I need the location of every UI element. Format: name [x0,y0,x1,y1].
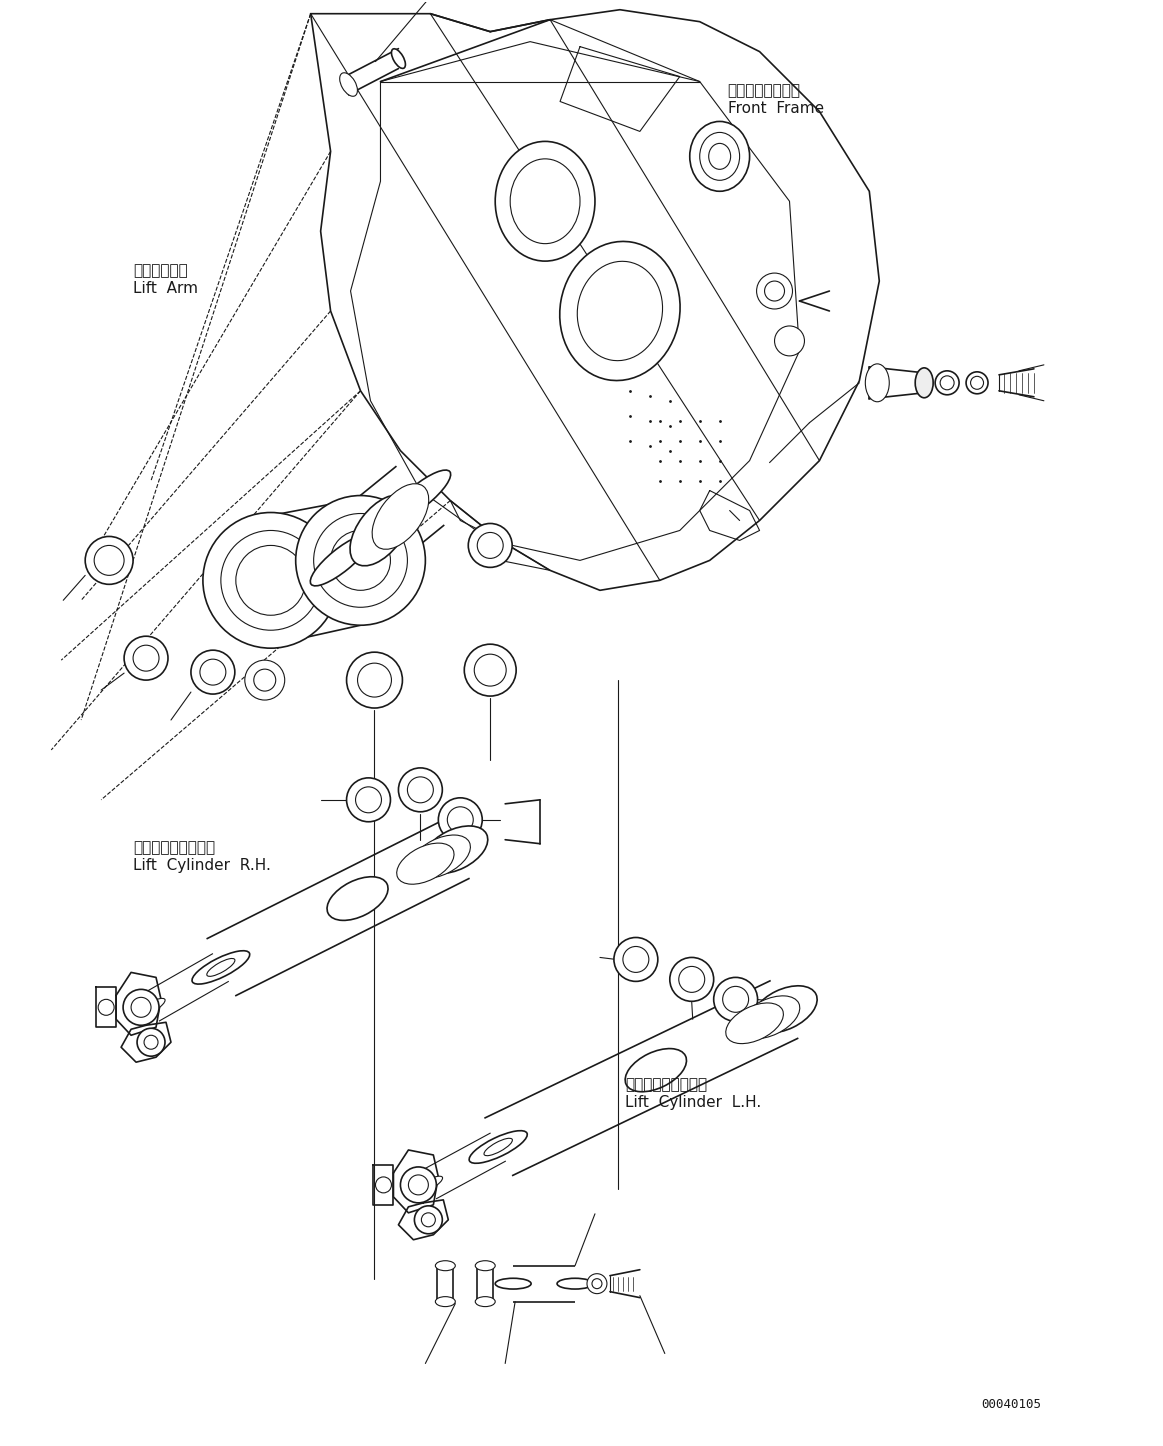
Circle shape [679,966,705,992]
Circle shape [295,496,426,625]
Circle shape [775,325,805,356]
Circle shape [448,807,473,833]
Ellipse shape [484,1138,513,1155]
Circle shape [614,937,658,982]
Circle shape [236,545,306,615]
Ellipse shape [700,133,740,181]
Ellipse shape [476,1297,495,1307]
Text: リフトシリンダ　左: リフトシリンダ 左 [625,1077,707,1092]
Ellipse shape [137,998,165,1017]
Circle shape [408,1176,428,1194]
Circle shape [475,654,506,685]
Circle shape [330,531,391,590]
Ellipse shape [511,159,580,243]
Ellipse shape [495,142,595,262]
Ellipse shape [469,1131,527,1163]
Ellipse shape [392,49,406,68]
Ellipse shape [966,372,989,393]
Circle shape [764,281,785,301]
Ellipse shape [372,484,429,549]
Circle shape [587,1274,607,1294]
Text: Lift  Cylinder  L.H.: Lift Cylinder L.H. [625,1095,761,1111]
Circle shape [254,669,276,691]
Circle shape [400,1167,436,1203]
Circle shape [376,1177,392,1193]
Circle shape [124,636,167,680]
Ellipse shape [192,950,250,985]
Ellipse shape [557,1278,593,1288]
Ellipse shape [327,876,388,921]
Circle shape [85,536,133,584]
Circle shape [438,798,483,842]
Ellipse shape [559,241,680,380]
Circle shape [347,778,391,821]
Circle shape [757,273,792,309]
Ellipse shape [752,986,818,1032]
Circle shape [221,531,321,630]
Ellipse shape [340,72,357,97]
Ellipse shape [935,370,959,395]
Circle shape [144,1035,158,1050]
Ellipse shape [865,364,890,402]
Circle shape [714,977,757,1021]
Ellipse shape [435,1297,455,1307]
Ellipse shape [626,1048,686,1092]
Ellipse shape [311,535,371,586]
Circle shape [314,513,407,607]
Circle shape [670,957,714,1001]
Circle shape [123,989,159,1025]
Circle shape [131,998,151,1018]
Circle shape [464,643,516,696]
Ellipse shape [427,833,484,866]
Ellipse shape [390,470,451,521]
Ellipse shape [971,376,984,389]
Ellipse shape [435,1261,455,1271]
Ellipse shape [207,959,235,976]
Ellipse shape [495,1278,531,1288]
Ellipse shape [414,1176,443,1193]
Ellipse shape [476,1261,495,1271]
Circle shape [399,768,442,811]
Ellipse shape [726,1004,784,1044]
Circle shape [347,652,402,709]
Circle shape [722,986,749,1012]
Ellipse shape [577,262,663,360]
Ellipse shape [915,367,933,398]
Circle shape [200,659,226,685]
Circle shape [356,787,381,813]
Circle shape [98,999,114,1015]
Circle shape [592,1278,602,1288]
Circle shape [414,1206,442,1233]
Circle shape [191,651,235,694]
Text: フロントフレーム: フロントフレーム [728,84,800,98]
Circle shape [137,1028,165,1056]
Ellipse shape [940,376,954,390]
Circle shape [202,512,338,648]
Ellipse shape [690,121,750,191]
Circle shape [244,661,285,700]
Circle shape [623,947,649,972]
Circle shape [421,1213,435,1226]
Circle shape [94,545,124,576]
Text: Lift  Cylinder  R.H.: Lift Cylinder R.H. [133,857,271,873]
Ellipse shape [708,143,730,169]
Text: Lift  Arm: Lift Arm [133,281,198,296]
Ellipse shape [740,996,800,1038]
Circle shape [477,532,504,558]
Circle shape [133,645,159,671]
Ellipse shape [756,993,814,1025]
Ellipse shape [411,834,470,878]
Ellipse shape [423,826,487,873]
Circle shape [407,777,434,803]
Circle shape [469,523,512,567]
Ellipse shape [397,843,454,884]
Text: リフトシリンダ　右: リフトシリンダ 右 [133,840,215,855]
Circle shape [357,664,392,697]
Text: Front  Frame: Front Frame [728,101,823,117]
Text: リフトアーム: リフトアーム [133,263,187,278]
Text: 00040105: 00040105 [982,1398,1041,1411]
Ellipse shape [350,495,411,565]
